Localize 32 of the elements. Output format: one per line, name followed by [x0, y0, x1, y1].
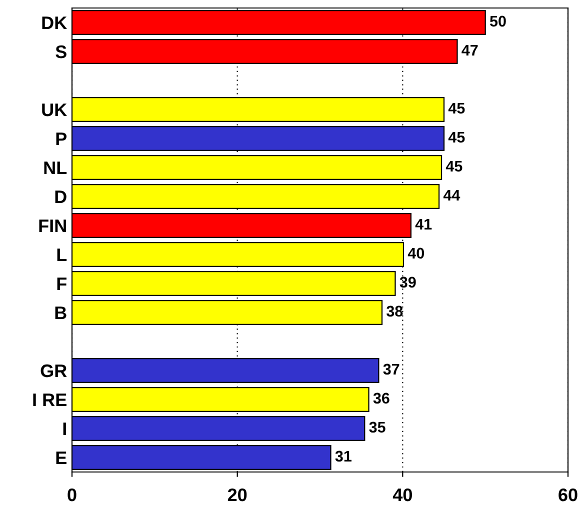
y-tick-label: F	[57, 278, 66, 290]
data-label: 38	[386, 306, 403, 317]
x-tick-label: 60	[558, 488, 578, 502]
y-tick-label: FIN	[39, 220, 66, 232]
data-label: 37	[383, 364, 400, 375]
x-tick-label: 40	[392, 488, 412, 502]
data-label: 35	[369, 422, 386, 433]
data-label: 50	[490, 16, 506, 27]
y-tick-label: DK	[42, 16, 67, 30]
y-tick-label: UK	[42, 104, 67, 116]
x-tick-label: 20	[228, 488, 247, 502]
y-tick-label: P	[56, 132, 67, 146]
data-label: 41	[415, 218, 432, 230]
y-tick-label: GR	[40, 364, 67, 378]
data-label: 31	[335, 450, 352, 462]
y-tick-label: I	[63, 422, 66, 436]
y-tick-label: D	[55, 190, 66, 204]
y-tick-label: NL	[44, 162, 67, 174]
x-tick-label: 0	[68, 488, 76, 502]
data-label: 36	[373, 392, 390, 404]
data-label: 45	[448, 102, 465, 114]
data-label: 45	[446, 160, 462, 172]
data-label: 45	[448, 132, 465, 143]
data-label: 40	[408, 248, 424, 259]
y-tick-label: L	[57, 248, 67, 262]
data-label: 44	[443, 190, 460, 200]
y-tick-label: E	[56, 452, 66, 464]
data-label: 39	[400, 276, 416, 288]
y-tick-label: I RE	[33, 394, 66, 406]
y-tick-label: B	[55, 306, 66, 320]
y-tick-label: S	[56, 45, 66, 58]
data-label: 47	[462, 44, 478, 56]
